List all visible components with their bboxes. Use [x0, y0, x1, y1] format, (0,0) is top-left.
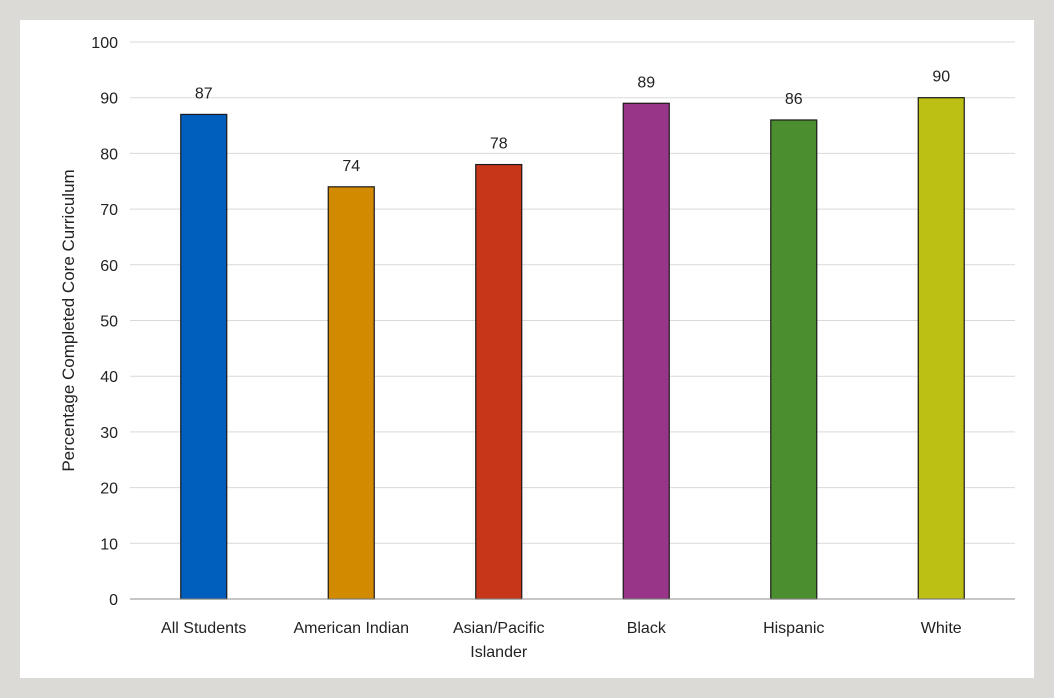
category-label: Asian/Pacific	[453, 620, 545, 637]
bar	[917, 97, 965, 600]
data-label: 86	[785, 91, 803, 108]
category-label: All Students	[161, 620, 246, 637]
bar	[770, 119, 818, 600]
y-tick-label: 50	[100, 314, 118, 331]
y-tick-label: 60	[100, 258, 118, 275]
category-label: Hispanic	[763, 620, 824, 637]
category-label: White	[921, 620, 962, 637]
bar	[622, 102, 670, 600]
bar	[475, 163, 523, 600]
y-axis-title: Percentage Completed Core Curriculum	[59, 169, 78, 471]
y-tick-label: 10	[100, 536, 118, 553]
data-labels: 87 74 78 89 86 90	[195, 69, 950, 175]
y-tick-label: 20	[100, 481, 118, 498]
bars	[180, 97, 965, 600]
data-label: 78	[490, 136, 508, 153]
y-tick-label: 70	[100, 202, 118, 219]
data-label: 89	[637, 74, 655, 91]
y-tick-label: 100	[91, 35, 118, 52]
y-tick-label: 90	[100, 91, 118, 108]
y-tick-label: 80	[100, 146, 118, 163]
gridlines	[130, 41, 1015, 544]
data-label: 87	[195, 85, 213, 102]
data-label: 74	[342, 158, 360, 175]
bar-chart: 0 10 20 30 40 50 60 70 80 90 100 87 74 78 89 86 90 All …	[59, 35, 1015, 661]
data-label: 90	[932, 69, 950, 86]
chart-panel: 0 10 20 30 40 50 60 70 80 90 100 87 74 78 89 86 90 All …	[20, 20, 1034, 678]
x-axis-categories: All Students American Indian Asian/Pacific…	[161, 620, 962, 661]
bar	[180, 113, 228, 600]
category-label: Islander	[470, 644, 528, 661]
y-tick-label: 0	[109, 592, 118, 609]
y-axis-ticks: 0 10 20 30 40 50 60 70 80 90 100	[91, 35, 118, 609]
y-tick-label: 40	[100, 369, 118, 386]
category-label: American Indian	[293, 620, 409, 637]
category-label: Black	[627, 620, 667, 637]
y-tick-label: 30	[100, 425, 118, 442]
bar	[327, 186, 375, 600]
